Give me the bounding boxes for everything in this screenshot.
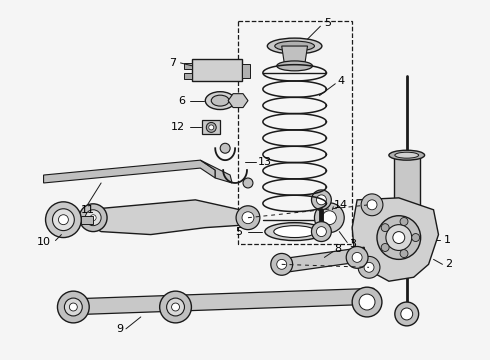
Circle shape (57, 291, 89, 323)
Text: 7: 7 (169, 58, 176, 68)
Circle shape (70, 303, 77, 311)
Circle shape (361, 194, 383, 216)
Circle shape (400, 217, 408, 225)
Circle shape (364, 262, 374, 272)
Circle shape (381, 224, 389, 231)
Circle shape (209, 125, 214, 130)
Bar (278, 247, 366, 273)
Text: 8: 8 (334, 244, 342, 255)
Circle shape (403, 253, 411, 261)
Circle shape (242, 212, 254, 224)
Ellipse shape (265, 223, 324, 240)
Ellipse shape (275, 41, 315, 51)
Ellipse shape (392, 251, 421, 264)
Bar (242, 64, 250, 78)
Ellipse shape (277, 61, 313, 71)
Circle shape (412, 234, 419, 242)
Circle shape (64, 298, 82, 316)
Circle shape (220, 143, 230, 153)
Circle shape (312, 190, 331, 210)
Bar (184, 63, 193, 69)
Text: 9: 9 (116, 324, 123, 334)
Text: 5: 5 (235, 226, 242, 237)
Circle shape (85, 210, 101, 226)
Bar (394, 155, 419, 255)
Circle shape (160, 291, 192, 323)
Circle shape (317, 195, 326, 205)
Circle shape (52, 209, 74, 231)
Circle shape (400, 249, 408, 257)
Ellipse shape (389, 150, 425, 160)
Text: 2: 2 (445, 259, 453, 269)
Polygon shape (282, 46, 308, 66)
Circle shape (79, 204, 107, 231)
Circle shape (277, 260, 287, 269)
Circle shape (386, 225, 412, 251)
Circle shape (381, 243, 389, 251)
Bar (184, 73, 193, 79)
Bar (202, 121, 220, 134)
Bar (66, 288, 374, 315)
Circle shape (271, 253, 293, 275)
Text: 10: 10 (37, 237, 50, 247)
Text: 6: 6 (178, 96, 186, 105)
Ellipse shape (205, 92, 235, 109)
Circle shape (236, 206, 260, 230)
Circle shape (206, 122, 216, 132)
Circle shape (359, 294, 375, 310)
Text: 11: 11 (81, 205, 95, 215)
Circle shape (317, 227, 326, 237)
Circle shape (398, 248, 416, 266)
Bar (193, 59, 242, 81)
Ellipse shape (395, 152, 418, 158)
Circle shape (393, 231, 405, 243)
Circle shape (377, 216, 420, 260)
Circle shape (352, 252, 362, 262)
Circle shape (401, 308, 413, 320)
Polygon shape (83, 200, 250, 235)
Circle shape (46, 202, 81, 238)
Ellipse shape (211, 95, 229, 106)
Circle shape (315, 203, 344, 233)
Polygon shape (200, 160, 232, 183)
Circle shape (395, 302, 418, 326)
Circle shape (312, 222, 331, 242)
Circle shape (90, 215, 96, 221)
Polygon shape (352, 198, 439, 281)
Circle shape (322, 211, 336, 225)
Circle shape (367, 200, 377, 210)
Circle shape (346, 247, 368, 268)
Text: 1: 1 (443, 234, 450, 244)
Circle shape (172, 303, 179, 311)
Circle shape (358, 256, 380, 278)
Text: 14: 14 (334, 200, 348, 210)
Circle shape (243, 178, 253, 188)
Polygon shape (44, 160, 215, 183)
Text: 5: 5 (324, 18, 331, 28)
Circle shape (167, 298, 184, 316)
Ellipse shape (268, 38, 322, 54)
Ellipse shape (274, 226, 316, 238)
Circle shape (58, 215, 69, 225)
Text: 4: 4 (337, 76, 344, 86)
Text: 3: 3 (349, 239, 356, 249)
Bar (81, 216, 93, 224)
Text: 13: 13 (258, 157, 272, 167)
Polygon shape (228, 94, 248, 108)
Text: 12: 12 (171, 122, 185, 132)
Circle shape (352, 287, 382, 317)
